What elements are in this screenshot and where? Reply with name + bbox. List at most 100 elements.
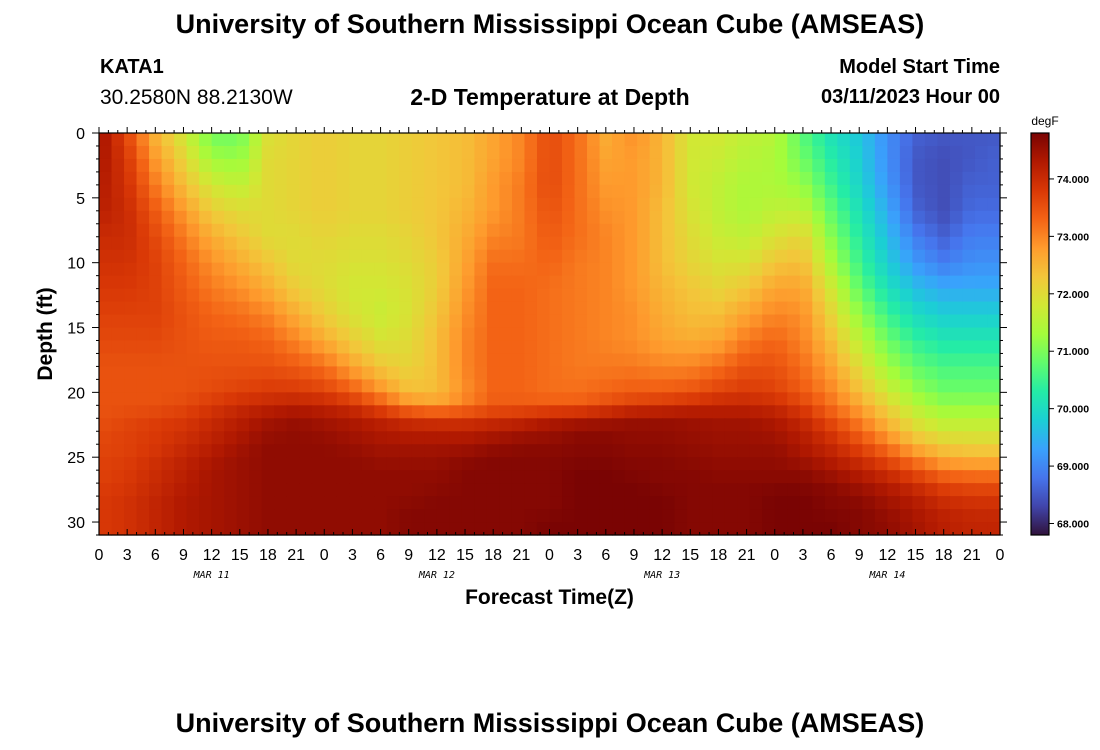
- heatmap-cell: [962, 184, 976, 199]
- heatmap-cell: [324, 431, 338, 445]
- heatmap-cell: [837, 366, 851, 380]
- heatmap-cell: [324, 366, 338, 380]
- heatmap-cell: [762, 236, 776, 251]
- heatmap-cell: [324, 236, 338, 251]
- heatmap-cell: [174, 340, 188, 355]
- heatmap-cell: [862, 197, 876, 212]
- heatmap-cell: [574, 171, 588, 186]
- heatmap-cell: [799, 184, 813, 199]
- heatmap-cell: [587, 405, 601, 419]
- heatmap-cell: [161, 210, 175, 225]
- heatmap-cell: [749, 483, 763, 497]
- heatmap-cell: [937, 431, 951, 445]
- heatmap-cell: [174, 262, 188, 277]
- heatmap-cell: [749, 470, 763, 484]
- heatmap-cell: [511, 223, 526, 238]
- heatmap-cell: [587, 366, 601, 380]
- heatmap-cell: [737, 431, 751, 445]
- heatmap-cell: [774, 158, 788, 173]
- heatmap-cell: [486, 457, 501, 471]
- heatmap-cell: [637, 366, 651, 380]
- heatmap-cell: [862, 483, 876, 497]
- heatmap-cell: [336, 262, 350, 277]
- heatmap-cell: [874, 171, 888, 186]
- heatmap-cell: [687, 301, 701, 316]
- heatmap-cell: [336, 522, 350, 536]
- heatmap-cell: [662, 483, 676, 497]
- heatmap-cell: [186, 327, 200, 342]
- heatmap-cell: [887, 509, 901, 523]
- heatmap-cell: [612, 197, 626, 212]
- heatmap-cell: [937, 444, 951, 458]
- heatmap-cell: [436, 353, 450, 368]
- heatmap-cell: [349, 496, 363, 510]
- heatmap-cell: [637, 496, 651, 510]
- heatmap-cell: [311, 379, 325, 393]
- heatmap-cell: [824, 522, 838, 536]
- heatmap-cell: [637, 457, 651, 471]
- heatmap-cell: [599, 158, 613, 173]
- heatmap-cell: [224, 405, 238, 419]
- heatmap-cell: [261, 405, 275, 419]
- heatmap-cell: [624, 366, 638, 380]
- heatmap-cell: [612, 496, 626, 510]
- heatmap-cell: [787, 158, 801, 173]
- heatmap-cell: [199, 444, 213, 458]
- heatmap-cell: [712, 496, 726, 510]
- heatmap-cell: [274, 133, 288, 147]
- heatmap-cell: [511, 444, 526, 458]
- heatmap-cell: [612, 340, 626, 355]
- heatmap-cell: [311, 457, 325, 471]
- heatmap-cell: [974, 249, 989, 264]
- heatmap-cell: [299, 444, 313, 458]
- heatmap-cell: [211, 145, 225, 160]
- heatmap-cell: [849, 197, 863, 212]
- heatmap-cell: [887, 301, 901, 316]
- heatmap-cell: [562, 366, 576, 380]
- heatmap-cell: [449, 197, 463, 212]
- heatmap-cell: [299, 145, 313, 160]
- heatmap-cell: [887, 353, 901, 368]
- heatmap-cell: [987, 509, 1001, 523]
- heatmap-cell: [712, 145, 726, 160]
- heatmap-cell: [436, 340, 450, 355]
- heatmap-cell: [624, 171, 638, 186]
- heatmap-cell: [749, 145, 763, 160]
- heatmap-cell: [987, 496, 1001, 510]
- heatmap-cell: [224, 275, 238, 290]
- heatmap-cell: [574, 275, 588, 290]
- heatmap-cell: [787, 366, 801, 380]
- heatmap-cell: [887, 405, 901, 419]
- heatmap-cell: [524, 366, 538, 380]
- heatmap-cell: [799, 236, 813, 251]
- heatmap-cell: [637, 301, 651, 316]
- heatmap-cell: [799, 405, 813, 419]
- heatmap-cell: [787, 509, 801, 523]
- heatmap-cell: [674, 210, 688, 225]
- heatmap-cell: [174, 405, 188, 419]
- day-label: MAR 14: [868, 570, 905, 581]
- heatmap-cell: [361, 483, 375, 497]
- heatmap-cell: [474, 314, 488, 329]
- heatmap-cell: [874, 483, 888, 497]
- heatmap-cell: [624, 405, 638, 419]
- heatmap-cell: [549, 262, 563, 277]
- heatmap-cell: [436, 171, 450, 186]
- heatmap-cell: [837, 327, 851, 342]
- heatmap-cell: [699, 353, 713, 368]
- x-tick-label: 6: [151, 547, 160, 564]
- heatmap-cell: [249, 353, 263, 368]
- heatmap-cell: [461, 145, 476, 160]
- heatmap-cell: [574, 210, 588, 225]
- heatmap-cell: [774, 444, 788, 458]
- heatmap-cell: [737, 184, 751, 199]
- heatmap-cell: [949, 145, 964, 160]
- heatmap-cell: [737, 522, 751, 536]
- heatmap-cell: [124, 210, 138, 225]
- heatmap-cell: [749, 171, 763, 186]
- heatmap-cell: [324, 301, 338, 316]
- heatmap-cell: [361, 158, 375, 173]
- heatmap-cell: [161, 184, 175, 199]
- heatmap-cell: [924, 314, 939, 329]
- heatmap-cell: [637, 483, 651, 497]
